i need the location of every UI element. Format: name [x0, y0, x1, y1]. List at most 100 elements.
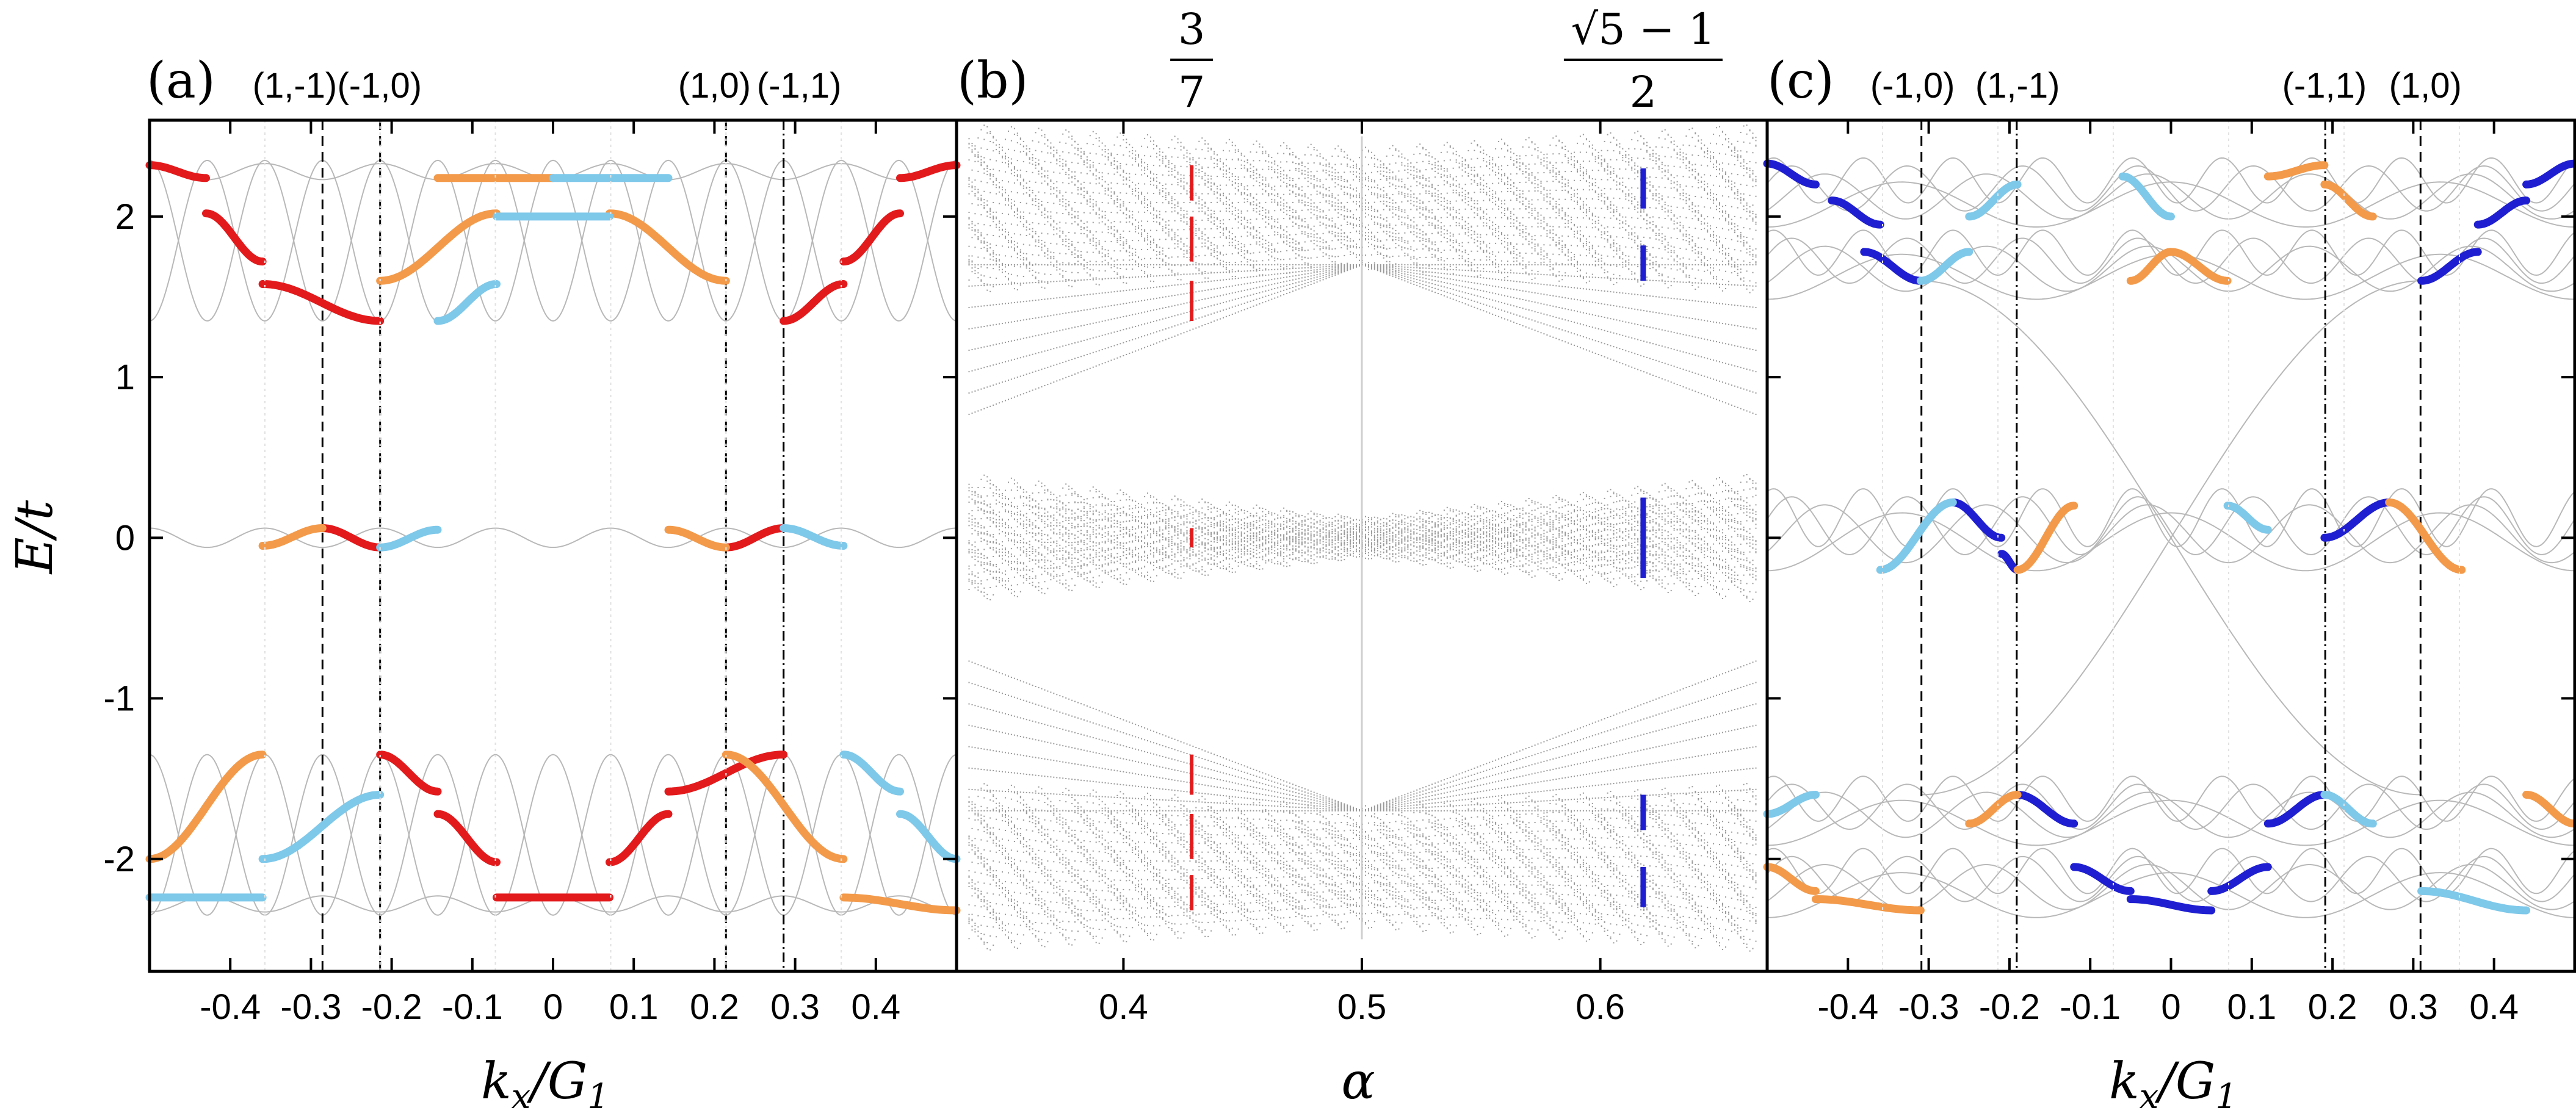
gray-band-15 — [1767, 776, 2575, 822]
top-label: (1,-1) — [253, 66, 338, 106]
band-segment-24 — [2320, 180, 2377, 221]
gray-band-10 — [1767, 496, 2575, 556]
x-tick-label: 0.2 — [690, 987, 739, 1027]
panel-b-xlabel: α — [1341, 1053, 1375, 1111]
band-segment-20 — [839, 893, 961, 915]
x-tick-label: 0.4 — [851, 987, 900, 1027]
band-segment-30 — [1965, 791, 2022, 828]
fraction-numerator: 3 — [1178, 4, 1206, 54]
gray-bands — [149, 159, 957, 916]
band-segment-5 — [2013, 791, 2079, 828]
gray-band-2 — [149, 159, 957, 322]
x-axis: -0.4 -0.3 -0.2 -0.1 0 0.1 0.2 0.3 0.4 — [200, 120, 900, 1027]
band-segment-16 — [2118, 172, 2175, 221]
x-tick-label: 0.2 — [2308, 987, 2357, 1027]
band-segment-26 — [2013, 502, 2079, 574]
highlighted-spectra — [1190, 165, 1646, 910]
fraction-numerator: √5 − 1 — [1571, 4, 1715, 54]
band-segment-8 — [664, 751, 788, 796]
x-tick-label: -0.1 — [2060, 987, 2121, 1027]
x-tick-label: 0.3 — [770, 987, 820, 1027]
gray-band-11 — [1767, 488, 2575, 547]
x-axis: -0.4 -0.3 -0.2 -0.1 0 0.1 0.2 0.3 0.4 — [1817, 120, 2519, 1027]
x-tick-label: 0.6 — [1576, 987, 1625, 1027]
gray-band-8 — [1767, 512, 2575, 572]
y-axis: -2 -1 0 1 2 — [103, 197, 957, 879]
gray-band-13 — [1767, 791, 2575, 838]
x-tick-label: -0.4 — [200, 987, 261, 1027]
x-tick-label: -0.2 — [1979, 987, 2040, 1027]
band-segment-21 — [376, 525, 442, 552]
band-segment-10 — [780, 280, 848, 325]
x-tick-label: 0.1 — [2227, 987, 2276, 1027]
gray-bands — [1767, 157, 2575, 918]
band-segment-8 — [2207, 863, 2272, 895]
band-segment-23 — [2263, 161, 2329, 181]
band-segment-9 — [722, 524, 788, 552]
y-tick-label: 1 — [115, 358, 135, 397]
x-tick-label: 0.4 — [2469, 987, 2519, 1027]
band-segment-25 — [780, 524, 848, 550]
band-segment-11 — [839, 209, 904, 266]
top-label: (-1,0) — [337, 66, 422, 106]
y-tick-label: 0 — [115, 518, 135, 558]
band-segment-29 — [1811, 895, 1925, 915]
band-segment-12 — [2473, 196, 2531, 229]
band-segment-14 — [1916, 248, 1974, 285]
panel-c-xlabel: kx/G1 — [2109, 1053, 2237, 1116]
x-tick-label: -0.3 — [1898, 987, 1959, 1027]
top-labels: (1,-1) (-1,0) (1,0) (-1,1) — [253, 66, 842, 106]
panel-c-plot-area: -0.4 -0.3 -0.2 -0.1 0 0.1 0.2 0.3 0.4 (-1,0) (1,-1… — [1763, 66, 2576, 1027]
band-segment-2 — [258, 280, 385, 325]
band-segment-7 — [2126, 895, 2216, 915]
band-segment-22 — [433, 280, 501, 325]
x-tick-label: -0.4 — [1817, 987, 1878, 1027]
in-gap-curve — [1920, 280, 2422, 796]
band-segment-1 — [202, 209, 267, 266]
top-label: (1,-1) — [1975, 66, 2060, 106]
band-segment-0 — [145, 161, 210, 182]
panel-c: -0.4 -0.3 -0.2 -0.1 0 0.1 0.2 0.3 0.4 (-1,0) (1,-1… — [1763, 52, 2576, 1116]
band-segment-3 — [1948, 498, 2006, 542]
fraction-denominator: 2 — [1630, 67, 1657, 117]
colored-bands — [1763, 159, 2576, 915]
marker-lines — [1920, 120, 2422, 971]
x-tick-label: 0 — [543, 987, 563, 1027]
x-tick-label: 0.1 — [609, 987, 659, 1027]
colored-bands — [145, 161, 961, 915]
y-tick-label: -2 — [103, 840, 135, 879]
band-segment-10 — [2320, 498, 2393, 542]
band-segment-15 — [1965, 180, 2022, 221]
top-label: (1,0) — [678, 66, 751, 106]
band-segment-17 — [606, 209, 730, 285]
band-segment-28 — [1763, 863, 1820, 895]
band-segment-25 — [2167, 248, 2232, 285]
band-segment-7 — [606, 810, 673, 866]
top-labels: (-1,0) (1,-1) (-1,1) (1,0) — [1870, 66, 2462, 106]
panel-a-ylabel: E/t — [6, 500, 64, 575]
spectrum-dots — [968, 124, 1757, 952]
band-segment-27 — [258, 791, 385, 863]
x-tick-label: 0.4 — [1099, 987, 1148, 1027]
band-segment-18 — [2223, 502, 2272, 534]
band-segment-13 — [2522, 159, 2576, 189]
panel-a-plot-area: -0.4 -0.3 -0.2 -0.1 0 0.1 0.2 0.3 0.4 -2 -1 0 1 2 (1,-… — [103, 66, 961, 1027]
panel-a-xlabel: kx/G1 — [481, 1053, 609, 1116]
band-segment-12 — [896, 161, 961, 182]
panel-a: -0.4 -0.3 -0.2 -0.1 0 0.1 0.2 0.3 0.4 -2 -1 0 1 2 (1,-… — [6, 52, 961, 1116]
band-segment-22 — [2126, 248, 2175, 285]
band-segment-4 — [376, 751, 442, 796]
y-tick-label: -1 — [103, 679, 135, 719]
band-segment-14 — [145, 751, 267, 863]
band-segment-11 — [2417, 248, 2482, 285]
panel-c-label: (c) — [1767, 52, 1834, 110]
band-segment-19 — [722, 751, 848, 863]
band-segment-27 — [2385, 498, 2466, 574]
top-label: (-1,1) — [2282, 66, 2367, 106]
x-tick-label: -0.2 — [361, 987, 422, 1027]
x-tick-label: -0.3 — [280, 987, 341, 1027]
x-axis: 0.4 0.5 0.6 — [1099, 120, 1625, 1027]
gray-band-5 — [149, 754, 957, 916]
band-segment-9 — [2263, 791, 2329, 828]
